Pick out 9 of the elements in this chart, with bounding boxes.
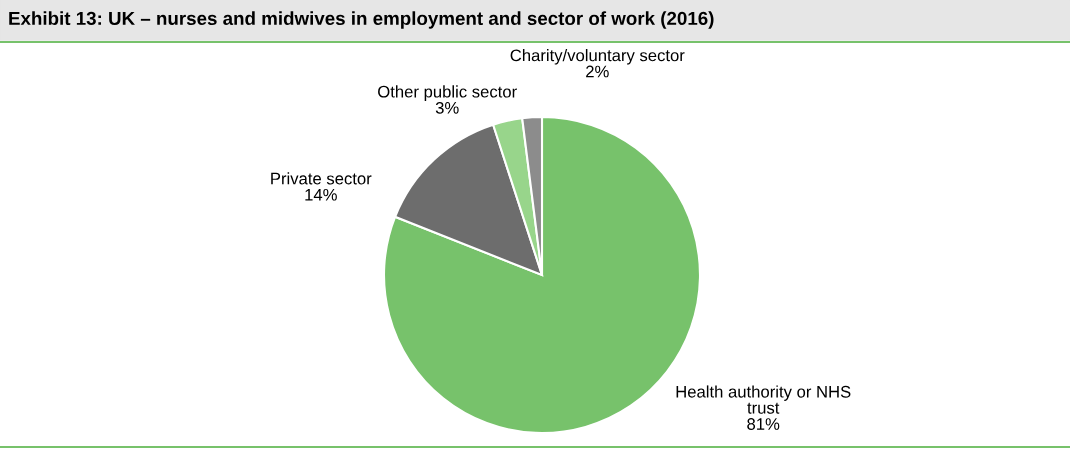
data-label: 2% bbox=[586, 65, 609, 78]
data-label: 3% bbox=[435, 101, 459, 114]
slice-label: Health authority or NHS trust bbox=[676, 385, 851, 414]
data-label: 81% bbox=[747, 418, 780, 430]
chart-title: Exhibit 13: UK – nurses and midwives in employment and sector of work (2016) bbox=[9, 11, 714, 29]
slice-label: Other public sector bbox=[378, 85, 517, 101]
data-label: 14% bbox=[305, 188, 337, 201]
slice-label: Charity/voluntary sector bbox=[510, 49, 685, 65]
slice-label: Private sector bbox=[271, 172, 372, 185]
